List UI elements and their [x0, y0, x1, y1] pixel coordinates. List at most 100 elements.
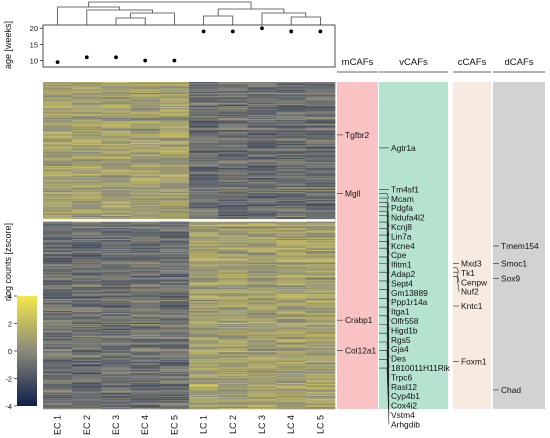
heatmap-cell — [276, 407, 307, 410]
heatmap-cell — [305, 273, 336, 276]
heatmap-cell — [189, 99, 219, 101]
heatmap-cell — [305, 204, 336, 206]
heatmap-cell — [101, 158, 131, 160]
heatmap-cell — [276, 283, 307, 286]
heatmap-cell — [218, 368, 248, 371]
age-point — [230, 29, 235, 34]
heatmap-cell — [189, 206, 219, 208]
heatmap-cell — [189, 225, 219, 228]
gene-group-band — [337, 82, 378, 409]
heatmap-cell — [305, 343, 336, 345]
heatmap-cell — [189, 232, 219, 234]
heatmap-cell — [218, 389, 248, 391]
heatmap-cell — [189, 162, 219, 165]
heatmap-cell — [159, 282, 190, 284]
heatmap-cell — [72, 285, 102, 288]
heatmap-cell — [72, 202, 102, 205]
heatmap-cell — [189, 327, 219, 329]
heatmap-cell — [159, 400, 190, 402]
heatmap-cell — [247, 281, 277, 283]
heatmap-cell — [247, 305, 277, 307]
heatmap-cell — [247, 102, 277, 105]
heatmap-cell — [72, 185, 102, 187]
heatmap-cell — [43, 281, 73, 283]
heatmap-cell — [43, 137, 73, 139]
heatmap-cell — [72, 399, 102, 401]
heatmap-cell — [218, 201, 248, 204]
heatmap-cell — [276, 345, 307, 348]
heatmap-cell — [218, 83, 248, 85]
heatmap-cell — [72, 218, 102, 220]
heatmap-cell — [43, 373, 73, 375]
heatmap-cell — [130, 386, 161, 388]
heatmap-cell — [276, 387, 307, 389]
heatmap-cell — [218, 163, 248, 166]
heatmap-cell — [189, 151, 219, 154]
heatmap-cell — [159, 399, 190, 401]
gene-connector — [379, 289, 390, 340]
heatmap-cell — [130, 246, 161, 248]
heatmap-cell — [276, 343, 307, 345]
heatmap-cell — [130, 199, 161, 202]
heatmap-cell — [276, 278, 307, 280]
heatmap-cell — [159, 279, 190, 281]
heatmap-cell — [305, 331, 336, 333]
heatmap-cell — [247, 320, 277, 323]
gene-label: Higd1b — [391, 325, 418, 335]
heatmap-cell — [305, 374, 336, 376]
heatmap-cell — [276, 331, 307, 333]
heatmap-cell — [101, 97, 131, 99]
heatmap-cell — [43, 169, 73, 171]
heatmap-cell — [305, 172, 336, 174]
heatmap-cell — [101, 132, 131, 134]
heatmap-cell — [276, 96, 307, 98]
heatmap-cell — [276, 147, 307, 149]
heatmap-cell — [43, 186, 73, 189]
heatmap-cell — [101, 392, 131, 395]
heatmap-cell — [72, 111, 102, 113]
heatmap-cell — [43, 124, 73, 126]
heatmap-cell — [189, 365, 219, 367]
heatmap-cell — [247, 92, 277, 95]
heatmap-cell — [247, 214, 277, 217]
gene-label: Chad — [501, 385, 521, 395]
heatmap-cell — [218, 255, 248, 257]
heatmap-cell — [159, 164, 190, 167]
heatmap-cell — [130, 241, 161, 243]
heatmap-cell — [101, 292, 131, 294]
heatmap-cell — [218, 252, 248, 254]
heatmap-cell — [276, 125, 307, 127]
heatmap-cell — [101, 323, 131, 326]
heatmap-cell — [305, 93, 336, 96]
heatmap-cell — [159, 160, 190, 162]
heatmap-cell — [43, 330, 73, 332]
heatmap-cell — [218, 359, 248, 362]
heatmap-cell — [218, 126, 248, 129]
heatmap-cell — [130, 185, 161, 187]
heatmap-cell — [189, 292, 219, 294]
heatmap-cell — [43, 398, 73, 400]
heatmap-cell — [101, 96, 131, 98]
heatmap-cell — [189, 140, 219, 143]
heatmap-cell — [189, 120, 219, 122]
heatmap-cell — [305, 386, 336, 388]
heatmap-cell — [276, 257, 307, 259]
heatmap-cell — [305, 221, 336, 223]
heatmap-cell — [247, 127, 277, 130]
heatmap-cell — [72, 366, 102, 368]
heatmap-cell — [218, 238, 248, 241]
heatmap-cell — [305, 212, 336, 215]
heatmap-cell — [276, 302, 307, 304]
heatmap-cell — [305, 171, 336, 173]
heatmap-cell — [130, 163, 161, 166]
heatmap-cell — [101, 333, 131, 336]
heatmap-cell — [247, 133, 277, 135]
heatmap-cell — [72, 223, 102, 226]
gene-label: Cpe — [391, 250, 407, 260]
heatmap-cell — [43, 343, 73, 345]
heatmap-cell — [101, 315, 131, 317]
heatmap-cell — [101, 399, 131, 401]
heatmap-cell — [72, 149, 102, 151]
heatmap-cell — [43, 394, 73, 397]
heatmap-cell — [218, 89, 248, 92]
